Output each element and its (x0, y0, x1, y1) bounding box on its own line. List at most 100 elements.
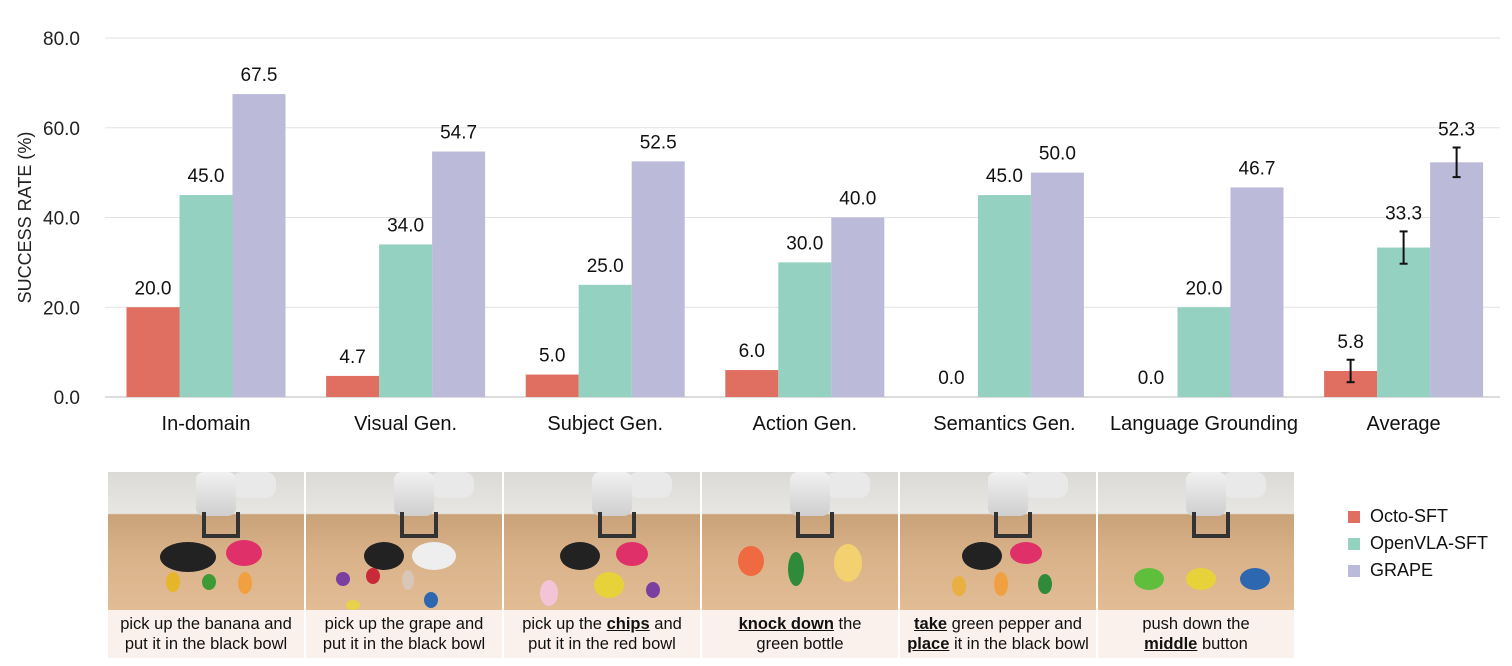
legend-label: Octo-SFT (1370, 506, 1449, 526)
x-category-label: Subject Gen. (547, 413, 663, 435)
caption-text: pick up the (522, 615, 607, 633)
caption-emphasis: chips (606, 615, 650, 633)
caption-emphasis: take (914, 615, 948, 633)
robot-arm (1186, 472, 1226, 516)
scene-object (616, 542, 648, 566)
bar-openvla-sft (977, 195, 1031, 397)
robot-arm (1024, 472, 1068, 498)
scene-object (364, 542, 404, 570)
data-label: 34.0 (387, 215, 424, 236)
robot-arm (196, 472, 236, 516)
bar-octo-sft (126, 307, 180, 397)
data-label: 52.3 (1438, 119, 1475, 140)
bar-grape (432, 151, 486, 397)
scene-object (336, 572, 350, 586)
scene-object (560, 542, 600, 570)
task-photo (702, 472, 898, 610)
legend-item: Octo-SFT (1348, 503, 1488, 530)
data-label: 30.0 (786, 233, 823, 254)
caption-text: the (833, 615, 862, 633)
data-label: 45.0 (986, 166, 1023, 187)
task-photo (306, 472, 502, 610)
scene-object (402, 570, 414, 590)
task-photo (504, 472, 700, 610)
robot-gripper (202, 512, 240, 538)
scene-object (994, 572, 1008, 596)
task-panel: knock down the green bottle (702, 472, 898, 658)
caption-emphasis: place (907, 635, 950, 653)
data-label: 25.0 (587, 256, 624, 277)
robot-gripper (796, 512, 834, 538)
scene-object (160, 542, 216, 572)
bar-grape (1430, 162, 1484, 397)
y-tick-label: 80.0 (43, 29, 80, 50)
data-label: 5.0 (539, 346, 565, 367)
bar-chart: SUCCESS RATE (%) 0.0 20.0 40.0 60.0 80.0 20.0 4… (15, 29, 1500, 435)
x-category-label: Average (1367, 413, 1441, 435)
caption-text: it in the black bowl (949, 635, 1089, 653)
caption-text: put it in the black bowl (124, 635, 288, 653)
legend: Octo-SFT OpenVLA-SFT GRAPE (1348, 503, 1488, 584)
legend-swatch (1348, 537, 1360, 550)
data-label: 46.7 (1239, 158, 1276, 179)
data-label: 6.0 (739, 341, 765, 362)
robot-arm (592, 472, 632, 516)
scene-object (594, 572, 624, 598)
scene-object (540, 580, 558, 606)
bar-octo-sft (326, 375, 380, 397)
task-photo (900, 472, 1096, 610)
x-category-label: Visual Gen. (354, 413, 457, 435)
legend-label: GRAPE (1370, 560, 1434, 580)
scene-object (738, 546, 764, 576)
caption-line: knock down the (702, 614, 898, 634)
caption-line: pick up the grape and (306, 614, 502, 634)
scene-object (646, 582, 660, 598)
task-panel: take green pepper and place it in the bla… (900, 472, 1096, 658)
scene-object (412, 542, 456, 570)
bar-grape (1030, 172, 1084, 397)
caption-line: put it in the red bowl (504, 634, 700, 654)
scene-object (1186, 568, 1216, 590)
caption-line: place it in the black bowl (900, 634, 1096, 654)
caption-emphasis: middle (1144, 635, 1198, 653)
x-category-label: In-domain (162, 413, 251, 435)
robot-gripper (400, 512, 438, 538)
bar-octo-sft (725, 370, 779, 397)
robot-arm (628, 472, 672, 498)
caption-line: pick up the chips and (504, 614, 700, 634)
legend-item: OpenVLA-SFT (1348, 530, 1488, 557)
task-caption: take green pepper and place it in the bla… (900, 610, 1096, 658)
data-label: 67.5 (241, 65, 278, 86)
caption-text: green pepper and (947, 615, 1082, 633)
data-label: 54.7 (440, 123, 477, 144)
robot-gripper (994, 512, 1032, 538)
robot-arm (826, 472, 870, 498)
robot-gripper (1192, 512, 1230, 538)
y-tick-label: 40.0 (43, 209, 80, 230)
bar-openvla-sft (379, 244, 433, 397)
x-category-label: Semantics Gen. (933, 413, 1075, 435)
scene-object (1010, 542, 1042, 564)
robot-arm (394, 472, 434, 516)
task-panel: push down the middle button (1098, 472, 1294, 658)
caption-emphasis: knock down (738, 615, 834, 633)
scene-object (834, 544, 862, 582)
task-panel: pick up the chips and put it in the red b… (504, 472, 700, 658)
robot-arm (430, 472, 474, 498)
robot-arm (1222, 472, 1266, 498)
task-panels: pick up the banana and put it in the blac… (108, 472, 1296, 658)
scene-object (1038, 574, 1052, 594)
caption-text: and (649, 615, 682, 633)
caption-text: green bottle (756, 635, 844, 653)
scene-object (788, 552, 804, 586)
bar-grape (1230, 187, 1284, 397)
task-photo (108, 472, 304, 610)
task-caption: knock down the green bottle (702, 610, 898, 658)
caption-line: put it in the black bowl (306, 634, 502, 654)
scene-object (952, 576, 966, 596)
task-panel: pick up the grape and put it in the black… (306, 472, 502, 658)
caption-text: pick up the grape and (324, 615, 484, 633)
data-label: 50.0 (1039, 144, 1076, 165)
scene-object (366, 568, 380, 584)
legend-item: GRAPE (1348, 557, 1488, 584)
